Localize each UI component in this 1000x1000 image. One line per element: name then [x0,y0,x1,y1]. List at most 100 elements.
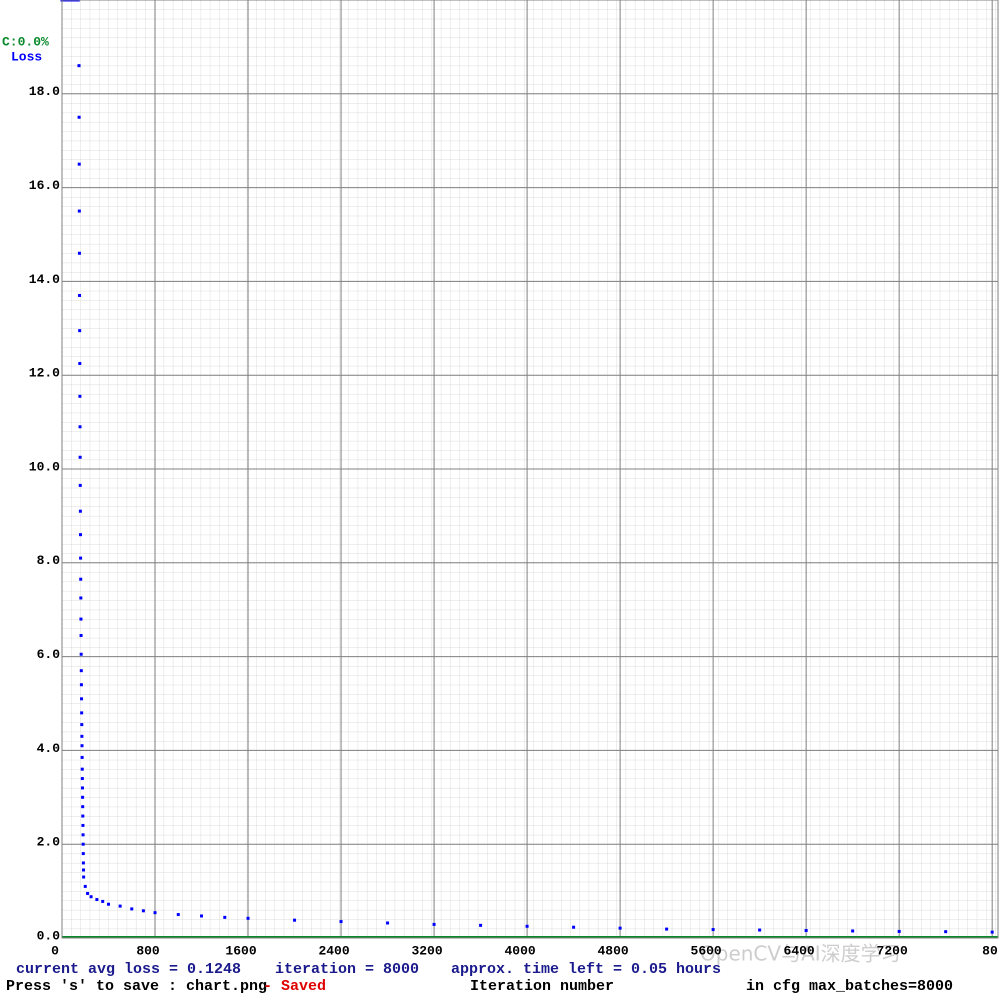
loss-point [78,361,82,365]
loss-point [80,723,84,727]
loss-point [665,927,669,931]
x-tick-label: 0 [51,943,59,958]
loss-point [200,914,204,918]
loss-point [78,293,82,297]
loss-point [78,483,82,487]
legend-entry: Loss [11,49,42,64]
y-tick-label: 6.0 [37,647,61,662]
y-tick-label: 16.0 [29,178,60,193]
loss-point [130,907,134,911]
loss-point [77,64,81,68]
loss-point [851,929,855,933]
loss-point [77,209,81,213]
loss-point [72,0,76,2]
loss-point [78,394,82,398]
loss-point [101,899,105,903]
loss-point [79,577,83,581]
loss-point [79,683,83,687]
x-tick-label: 80 [982,943,998,958]
loss-point [76,0,80,2]
loss-point [77,115,81,119]
loss-point [618,926,622,930]
plot-border [61,0,999,939]
loss-point [78,455,82,459]
y-tick-label: 8.0 [37,553,61,568]
loss-point [86,891,90,895]
x-tick-label: 4800 [598,943,629,958]
loss-point [82,868,86,872]
loss-point [89,895,93,899]
loss-point [78,533,82,537]
loss-point [79,633,83,637]
loss-point [77,251,81,255]
loss-point [79,617,83,621]
loss-point [246,916,250,920]
loss-point [82,875,86,879]
x-tick-label: 5600 [691,943,722,958]
y-tick-label: 14.0 [29,272,60,287]
loss-point [81,795,85,799]
y-tick-label: 4.0 [37,741,61,756]
y-tick-label: 10.0 [29,459,60,474]
x-axis-label: Iteration number [470,978,614,995]
y-tick-label: 0.0 [37,928,61,943]
loss-point [525,924,529,928]
loss-point [990,930,994,934]
loss-point [141,909,145,913]
loss-point [78,425,82,429]
x-tick-label: 1600 [225,943,256,958]
loss-point [79,652,83,656]
status-loss: current avg loss = 0.1248 [16,961,241,978]
x-tick-label: 800 [136,943,160,958]
cfg-note: in cfg max_batches=8000 [746,978,953,995]
loss-point [386,921,390,925]
x-tick-label: 7200 [877,943,908,958]
loss-point [81,852,85,856]
loss-point [95,898,99,902]
x-tick-label: 3200 [411,943,442,958]
loss-point [81,805,85,809]
y-tick-label: 2.0 [37,835,61,850]
loss-point [79,669,83,673]
loss-point [432,922,436,926]
loss-point [118,904,122,908]
loss-point [944,930,948,934]
loss-point [758,928,762,932]
loss-point [79,556,83,560]
loss-point [79,596,83,600]
watermark: OpenCV与AI深度学习 [700,942,901,966]
loss-point [804,928,808,932]
x-tick-label: 4000 [504,943,535,958]
x-tick-label: 6400 [784,943,815,958]
loss-point [78,329,82,333]
status-iteration: iteration = 8000 [275,961,419,978]
loss-point [69,0,73,2]
loss-point [339,920,343,924]
loss-point [81,833,85,837]
loss-point [80,697,84,701]
loss-point [80,711,84,715]
loss-point [176,913,180,917]
loss-point [80,744,84,748]
y-tick-label: 18.0 [29,84,60,99]
loss-point [81,842,85,846]
loss-point [223,915,227,919]
loss-point [77,162,81,166]
loss-point [80,786,84,790]
status-time: approx. time left = 0.05 hours [451,961,721,978]
loss-point [67,0,71,2]
loss-point [65,0,69,2]
loss-point [80,767,84,771]
loss-point [479,923,483,927]
loss-point [81,861,85,865]
loss-point [293,918,297,922]
loss-point [80,777,84,781]
loss-point [80,734,84,738]
y-tick-label: 12.0 [29,366,60,381]
loss-point [80,755,84,759]
loss-point [711,928,715,932]
loss-point [81,823,85,827]
loss-point [78,509,82,513]
loss-point [81,814,85,818]
